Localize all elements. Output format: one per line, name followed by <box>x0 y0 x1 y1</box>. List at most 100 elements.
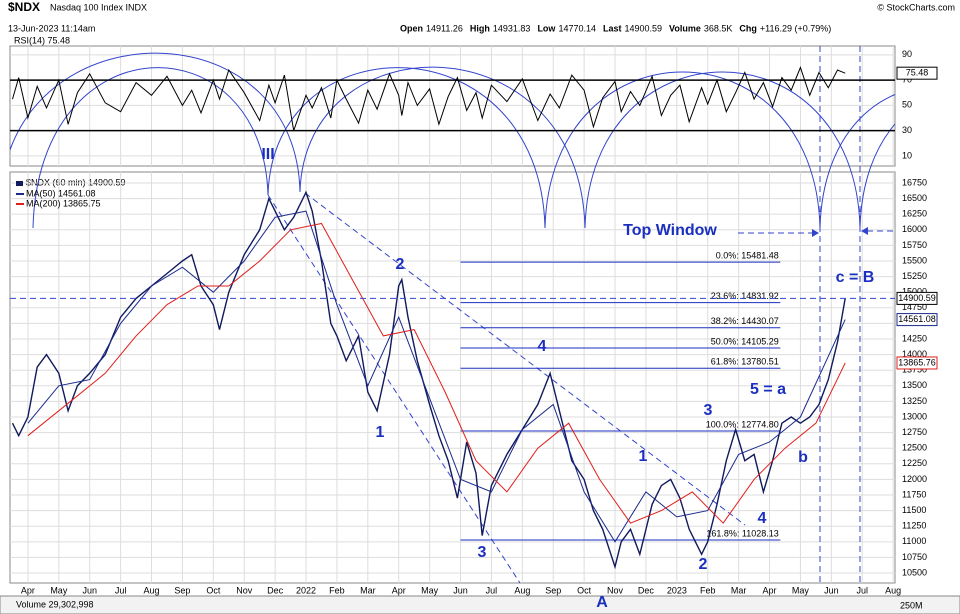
wave-label: 2 <box>699 556 708 573</box>
fib-label: 61.8%: 13780.51 <box>711 357 779 367</box>
x-tick-label: Feb <box>700 585 716 595</box>
series-line <box>27 222 846 524</box>
wave-label: 4 <box>758 510 767 527</box>
rsi-tick-label: 90 <box>902 49 912 59</box>
index-name: Nasdaq 100 Index INDX <box>50 2 147 12</box>
x-tick-label: Nov <box>607 585 624 595</box>
y-tick-label: 10750 <box>902 552 927 562</box>
quote-value: 14931.83 <box>493 23 531 33</box>
rsi-tick-label: 10 <box>902 150 912 160</box>
arc <box>299 66 586 229</box>
arc <box>267 67 546 229</box>
x-tick-label: Jun <box>82 585 97 595</box>
volume-tick: 250M <box>900 600 923 610</box>
wave-label: A <box>596 594 608 611</box>
legend-label: MA(200) 13865.75 <box>26 198 101 208</box>
y-tick-label: 11250 <box>902 521 926 531</box>
wave-label: 1 <box>376 424 385 441</box>
x-tick-label: Mar <box>360 585 376 595</box>
price-panel <box>9 171 896 584</box>
y-tick-label: 11750 <box>902 489 926 499</box>
wave-label: 3 <box>704 402 713 419</box>
x-tick-label: May <box>421 585 439 595</box>
y-tick-label: 12250 <box>902 458 927 468</box>
arc <box>859 123 895 229</box>
y-tick-label: 13250 <box>902 396 927 406</box>
y-tick-label: 16000 <box>902 224 927 234</box>
quote-label: Open <box>400 23 423 33</box>
fib-label: 161.8%: 11028.13 <box>706 528 778 538</box>
fib-label: 0.0%: 15481.48 <box>716 251 779 261</box>
x-tick-label: Mar <box>731 585 747 595</box>
y-tick-label: 10500 <box>902 567 927 577</box>
quote-label: Volume <box>669 23 701 33</box>
rsi-panel <box>9 45 896 167</box>
cycle-arcs <box>10 46 895 583</box>
fib-label: 100.0%: 12774.80 <box>706 419 779 429</box>
legend-label: MA(50) 14561.08 <box>26 188 96 198</box>
y-tick-label: 12750 <box>902 427 927 437</box>
quote-label: Last <box>603 23 622 33</box>
y-tick-label: 16250 <box>902 209 927 219</box>
wave-label: 3 <box>478 544 487 561</box>
wave-label: III <box>261 146 274 163</box>
price-icon <box>16 181 23 186</box>
y-tick-label: 13750 <box>902 365 927 375</box>
x-tick-label: Aug <box>144 585 160 595</box>
x-tick-label: Jun <box>824 585 839 595</box>
fib-label: 38.2%: 14430.07 <box>711 316 779 326</box>
value-flag <box>896 291 938 305</box>
x-tick-label: Dec <box>638 585 655 595</box>
series-line <box>11 190 846 570</box>
x-tick-label: May <box>50 585 68 595</box>
x-tick-label: Jul <box>115 585 127 595</box>
fib-label: 23.6%: 14831.92 <box>711 291 779 301</box>
arc <box>584 71 861 229</box>
wave-label: Top Window <box>623 222 717 239</box>
y-tick-label: 15750 <box>902 240 927 250</box>
price-label: $NDX (60 min) 14900.59 <box>26 177 126 187</box>
y-tick-label: 13000 <box>902 411 927 421</box>
x-tick-label: 2022 <box>296 585 316 595</box>
x-tick-label: Jun <box>453 585 468 595</box>
y-tick-label: 14000 <box>902 349 927 359</box>
series-line <box>27 210 846 543</box>
quote-value: 14900.59 <box>625 23 663 33</box>
x-tick-label: May <box>792 585 810 595</box>
date: 13-Jun-2023 11:14am <box>8 23 95 33</box>
quote-label: High <box>470 23 490 33</box>
x-tick-label: Aug <box>885 585 901 595</box>
arrow-head <box>812 229 819 237</box>
y-tick-label: 12500 <box>902 443 927 453</box>
volume-panel <box>0 595 960 614</box>
value-flag <box>896 356 938 370</box>
wave-label: 4 <box>538 338 547 355</box>
x-tick-label: Nov <box>236 585 253 595</box>
y-tick-label: 15250 <box>902 271 927 281</box>
x-tick-label: Jul <box>486 585 498 595</box>
value-flag-label: 13865.76 <box>898 357 936 367</box>
y-tick-label: 14250 <box>902 333 927 343</box>
value-flag <box>896 66 938 80</box>
trend-line <box>304 192 746 526</box>
value-flag <box>896 313 938 327</box>
wave-label: 5 = a <box>750 381 786 398</box>
y-tick-label: 16750 <box>902 177 927 187</box>
x-tick-label: Oct <box>206 585 221 595</box>
source: © StockCharts.com <box>877 2 955 12</box>
y-tick-label: 12000 <box>902 474 927 484</box>
x-tick-label: 2023 <box>667 585 687 595</box>
y-tick-label: 14750 <box>902 302 927 312</box>
x-tick-label: Sep <box>174 585 190 595</box>
x-tick-label: Feb <box>329 585 345 595</box>
quote-value: +116.29 (+0.79%) <box>760 23 831 33</box>
rsi-tick-label: 50 <box>902 100 912 110</box>
wave-label: 1 <box>639 448 648 465</box>
fib-label: 50.0%: 14105.29 <box>711 336 779 346</box>
x-tick-label: Sep <box>545 585 561 595</box>
x-tick-label: Dec <box>267 585 284 595</box>
y-tick-label: 11500 <box>902 505 926 515</box>
arc <box>32 67 269 229</box>
volume-label: Volume 29,302,998 <box>16 599 94 609</box>
